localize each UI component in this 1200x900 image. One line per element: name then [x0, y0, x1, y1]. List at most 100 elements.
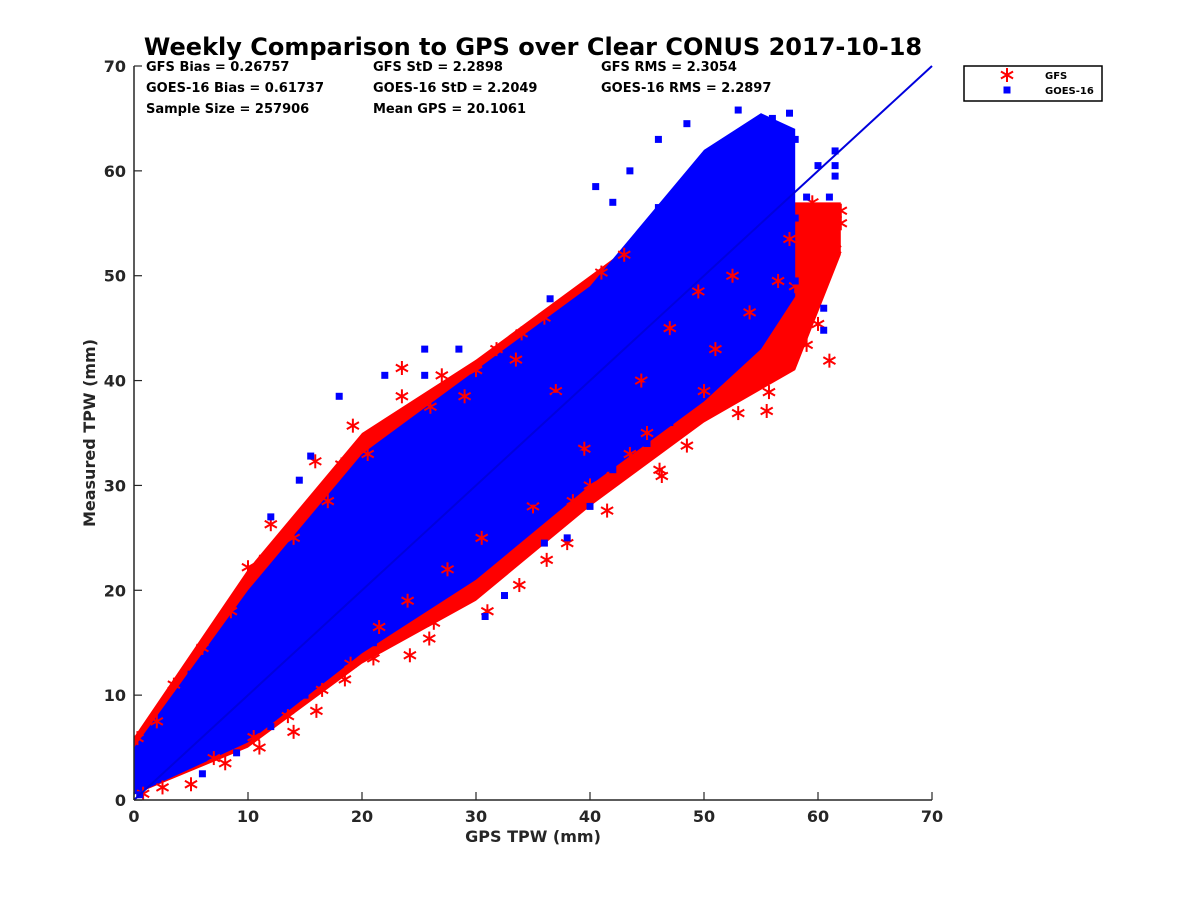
goes16-point [683, 120, 691, 128]
goes16-point [666, 287, 674, 295]
goes16-point [358, 571, 366, 579]
goes16-point [472, 544, 480, 552]
goes16-point [312, 613, 320, 620]
goes16-point [654, 246, 662, 253]
legend-label-gfs: GFS [1045, 71, 1067, 82]
gfs-point [315, 682, 329, 697]
gfs-point [834, 203, 848, 218]
stat-goes-rms: GOES-16 RMS = 2.2897 [601, 81, 771, 96]
y-tick-label: 0 [115, 791, 126, 810]
gfs-point [435, 368, 449, 383]
gfs-point [489, 342, 504, 357]
goes16-point [734, 298, 742, 306]
gfs-point [680, 438, 694, 453]
gfs-point [512, 578, 526, 593]
legend: GFS GOES-16 [963, 65, 1103, 102]
goes16-point [552, 392, 560, 400]
goes16-point [597, 350, 605, 358]
gfs-point [800, 337, 814, 352]
goes16-point [786, 109, 793, 117]
gfs-point [640, 426, 654, 440]
goes16-point [210, 707, 218, 715]
stat-gfs-bias: GFS Bias = 0.26757 [146, 60, 289, 75]
goes16-point [438, 576, 446, 584]
goes16-point [267, 513, 275, 521]
gfs-point [509, 352, 523, 367]
goes16-point [620, 403, 628, 411]
legend-marker-goes16 [1003, 86, 1011, 94]
goes16-point [780, 141, 788, 149]
goes16-point [255, 607, 263, 615]
gfs-point [252, 740, 266, 755]
goes16-point [552, 340, 560, 348]
goes16-point [198, 723, 206, 731]
goes16-point [278, 644, 286, 652]
gfs-point [594, 265, 608, 280]
goes16-point [586, 502, 594, 510]
goes16-point [586, 314, 594, 322]
stat-gfs-rms: GFS RMS = 2.3054 [601, 60, 737, 75]
goes16-point [187, 733, 195, 741]
gfs-point [583, 478, 597, 493]
legend-label-goes16: GOES-16 [1045, 86, 1094, 97]
gfs-point [184, 777, 198, 792]
goes16-point [404, 607, 412, 615]
goes16-point [632, 319, 640, 327]
goes16-point [481, 613, 489, 620]
goes16-point [540, 403, 548, 411]
x-tick-label: 20 [351, 807, 373, 826]
goes16-point [540, 539, 548, 547]
goes16-point [529, 497, 537, 505]
gfs-point [395, 389, 409, 404]
gfs-point [475, 530, 489, 545]
goes16-point [244, 675, 252, 683]
gfs-point [346, 418, 360, 433]
y-axis-label: Measured TPW (mm) [80, 339, 99, 527]
stats-annotations: GFS Bias = 0.26757 GFS StD = 2.2898 GFS … [146, 60, 771, 117]
goes16-point [449, 429, 457, 437]
gfs-point [762, 385, 776, 400]
goes16-point [563, 382, 571, 390]
goes16-point [392, 539, 400, 547]
goes16-point [803, 193, 811, 201]
goes16-point [575, 371, 583, 379]
gfs-point [372, 619, 386, 634]
stat-goes-bias: GOES-16 Bias = 0.61737 [146, 81, 324, 96]
goes16-point [825, 193, 833, 201]
gfs-point [782, 232, 797, 247]
goes16-point [597, 424, 605, 432]
reference-line [133, 65, 933, 801]
goes16-point [666, 361, 674, 369]
goes16-point [791, 135, 799, 143]
gfs-point [697, 384, 711, 399]
stat-goes-std: GOES-16 StD = 2.2049 [373, 81, 537, 96]
gfs-point [771, 273, 785, 288]
gfs-point [427, 615, 441, 630]
goes16-point [711, 366, 719, 374]
y-tick-label: 60 [104, 162, 126, 181]
goes16-point [814, 162, 822, 170]
stat-gfs-std: GFS StD = 2.2898 [373, 60, 503, 75]
gfs-point [617, 247, 631, 262]
goes16-point [347, 581, 355, 589]
gfs-point [777, 354, 791, 369]
gfs-point [655, 468, 669, 483]
goes16-point [757, 272, 765, 280]
goes16-point [689, 340, 697, 348]
goes16-point [791, 277, 799, 285]
goes16-point [791, 214, 799, 222]
gfs-point [691, 284, 705, 299]
gfs-point [708, 342, 722, 357]
legend-goes16-square [1003, 86, 1011, 94]
gfs-point [218, 756, 232, 771]
gfs-point [258, 551, 272, 566]
goes16-point [757, 151, 765, 159]
goes16-point [586, 361, 594, 369]
goes16-point [723, 183, 731, 191]
goes16-point [529, 413, 537, 421]
goes16-point [506, 434, 514, 442]
gfs-point [663, 321, 677, 336]
goes16-point [654, 204, 662, 212]
goes16-point [643, 382, 651, 390]
axes [133, 66, 932, 801]
